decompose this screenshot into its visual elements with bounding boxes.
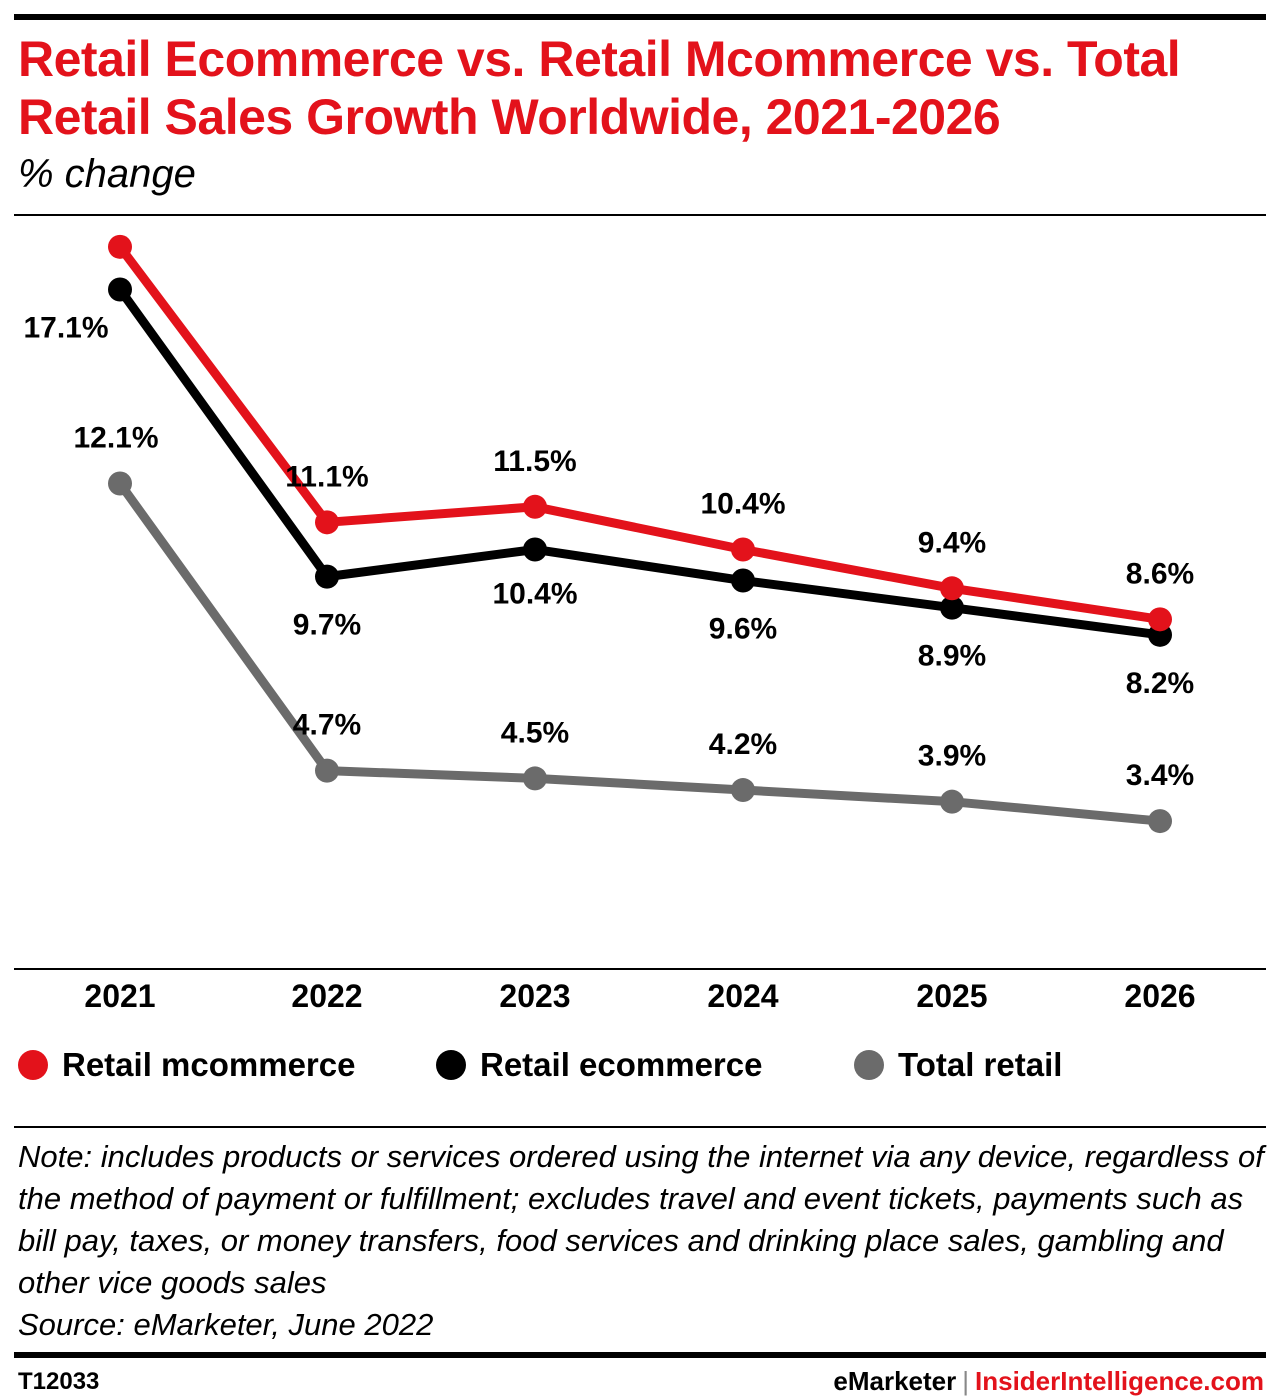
legend-label-total-retail: Total retail (898, 1046, 1063, 1083)
data-point-mcommerce-2021 (108, 234, 132, 259)
data-label-mcommerce-2025: 9.4% (918, 526, 986, 559)
top-rule (14, 14, 1266, 20)
series-line-mcommerce (116, 244, 1161, 624)
data-point-total-retail-2024 (731, 778, 755, 803)
data-point-ecommerce-2024 (731, 568, 755, 593)
data-point-mcommerce-2023 (523, 494, 547, 519)
legend-label-ecommerce: Retail ecommerce (480, 1046, 763, 1083)
footer-rule (14, 1352, 1266, 1358)
data-point-ecommerce-2022 (315, 564, 339, 589)
data-point-mcommerce-2024 (731, 537, 755, 562)
data-label-mcommerce-2023: 11.5% (493, 445, 576, 478)
legend-item-ecommerce: Retail ecommerce (436, 1046, 762, 1084)
notes-rule (14, 1126, 1266, 1128)
data-label-ecommerce-2022: 9.7% (293, 609, 361, 642)
x-tick-label-2021: 2021 (84, 978, 155, 1014)
x-tick-label-2025: 2025 (916, 978, 987, 1014)
data-label-layer: 18.2%11.1%11.5%10.4%9.4%8.6%17.1%9.7%10.… (23, 312, 1194, 793)
chart-id: T12033 (18, 1368, 100, 1395)
legend-swatch-mcommerce (18, 1050, 48, 1080)
x-tick-label-2026: 2026 (1124, 978, 1195, 1014)
legend-item-mcommerce: Retail mcommerce (18, 1046, 355, 1084)
x-tick-label-2022: 2022 (291, 978, 362, 1014)
brand-emarketer: eMarketer (833, 1366, 957, 1396)
data-point-mcommerce-2025 (940, 576, 964, 601)
line-chart: 18.2%11.1%11.5%10.4%9.4%8.6%17.1%9.7%10.… (14, 234, 1266, 1014)
data-label-total-retail-2021: 12.1% (73, 422, 158, 455)
data-point-ecommerce-2023 (523, 537, 547, 562)
title-rule (14, 214, 1266, 216)
data-label-mcommerce-2024: 10.4% (700, 487, 785, 520)
data-point-total-retail-2026 (1148, 809, 1172, 834)
data-label-total-retail-2025: 3.9% (918, 740, 986, 773)
source-text: Source: eMarketer, June 2022 (18, 1307, 434, 1342)
data-label-mcommerce-2026: 8.6% (1126, 557, 1194, 590)
data-label-total-retail-2024: 4.2% (709, 728, 777, 761)
data-label-ecommerce-2026: 8.2% (1126, 667, 1194, 700)
series-line-ecommerce (116, 286, 1161, 640)
x-tick-layer: 2021 2022 2023 2024 2025 2026 (84, 978, 1195, 1014)
data-point-ecommerce-2021 (108, 277, 132, 302)
data-point-mcommerce-2022 (315, 510, 339, 535)
data-label-ecommerce-2024: 9.6% (709, 613, 777, 646)
series-layer (108, 234, 1172, 834)
data-point-total-retail-2022 (315, 758, 339, 783)
data-point-mcommerce-2026 (1148, 607, 1172, 632)
data-label-ecommerce-2021: 17.1% (23, 312, 108, 345)
chart-subtitle: % change (18, 152, 196, 196)
brand-insider-intelligence: InsiderIntelligence.com (975, 1366, 1264, 1396)
data-label-total-retail-2023: 4.5% (501, 716, 569, 749)
data-point-ecommerce-2025 (940, 595, 964, 620)
data-point-total-retail-2023 (523, 766, 547, 791)
data-label-mcommerce-2022: 11.1% (285, 460, 368, 493)
chart-title: Retail Ecommerce vs. Retail Mcommerce vs… (18, 31, 1181, 145)
data-point-total-retail-2025 (940, 789, 964, 814)
series-line-total-retail (116, 480, 1161, 826)
legend-swatch-total-retail (854, 1050, 884, 1080)
footer-branding: eMarketer | InsiderIntelligence.com (833, 1366, 1264, 1397)
x-tick-label-2023: 2023 (499, 978, 570, 1014)
legend-label-mcommerce: Retail mcommerce (62, 1046, 356, 1083)
data-label-ecommerce-2025: 8.9% (918, 640, 986, 673)
note-text: Note: includes products or services orde… (18, 1139, 1264, 1300)
data-point-total-retail-2021 (108, 471, 132, 496)
legend-swatch-ecommerce (436, 1050, 466, 1080)
chart-notes: Note: includes products or services orde… (18, 1136, 1264, 1346)
x-tick-label-2024: 2024 (707, 978, 778, 1014)
data-label-total-retail-2026: 3.4% (1126, 759, 1194, 792)
data-label-ecommerce-2023: 10.4% (492, 577, 577, 610)
legend-item-total-retail: Total retail (854, 1046, 1062, 1084)
brand-separator: | (962, 1366, 970, 1396)
data-label-total-retail-2022: 4.7% (293, 709, 361, 742)
